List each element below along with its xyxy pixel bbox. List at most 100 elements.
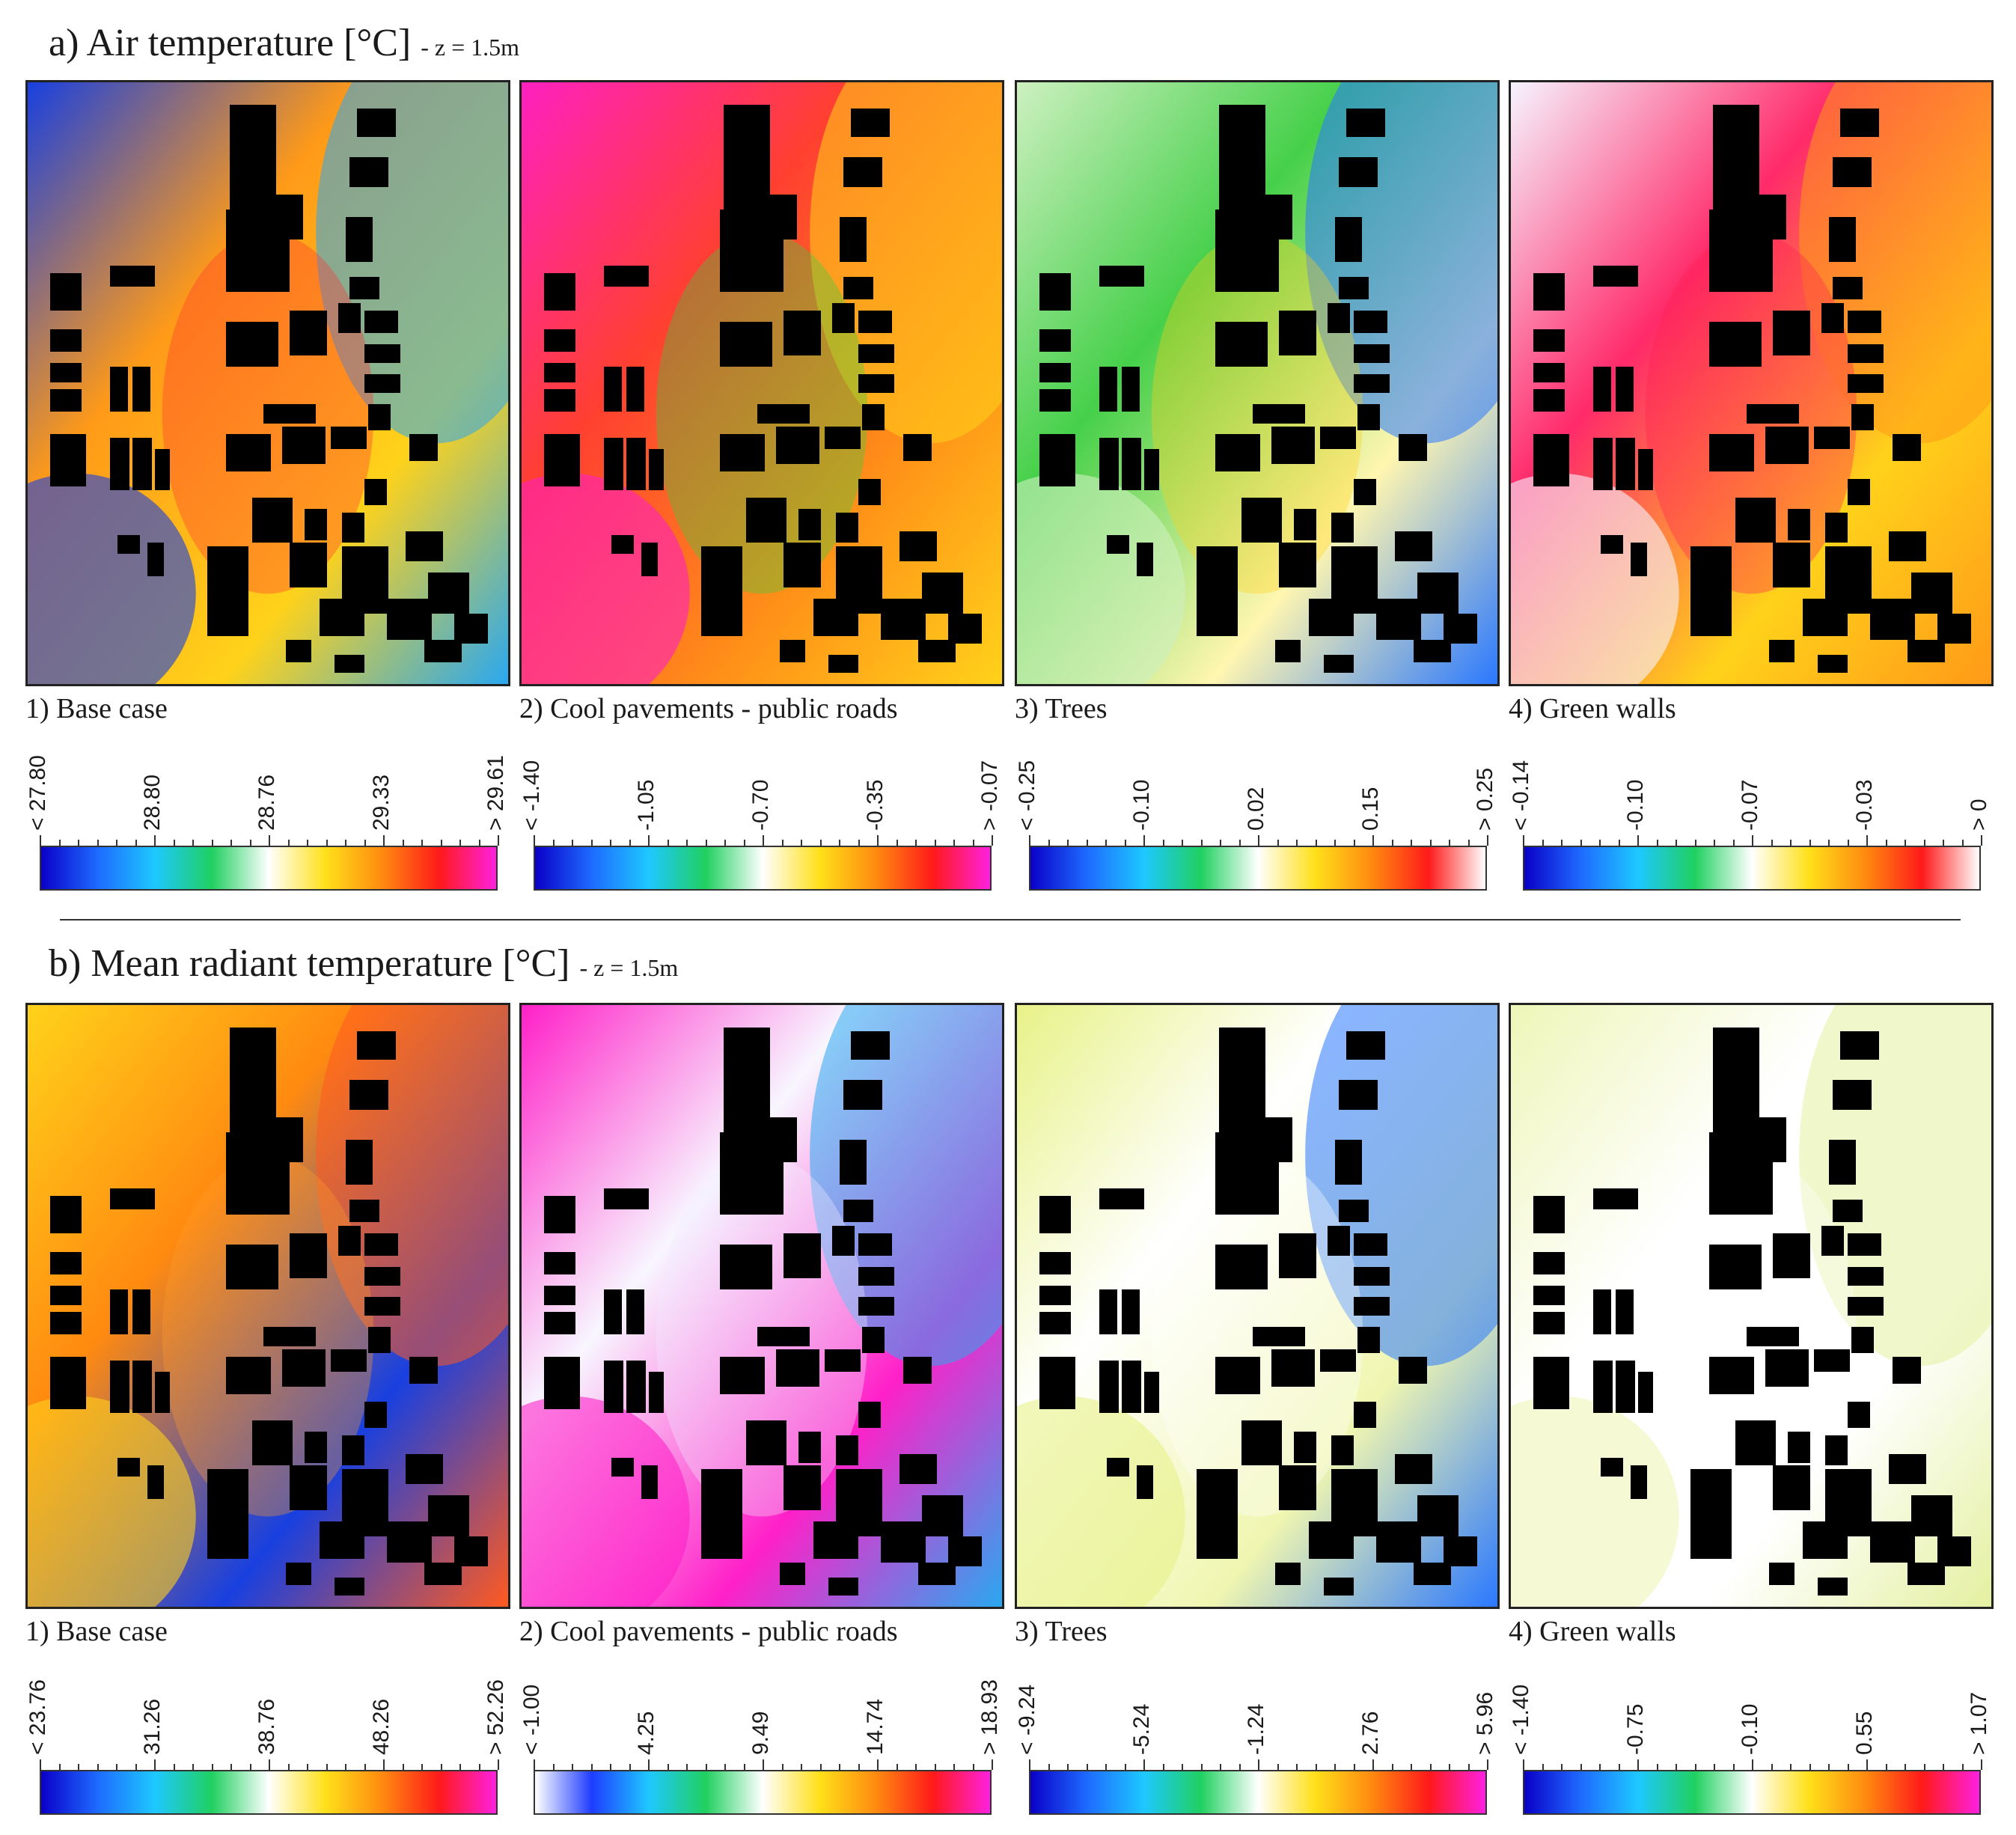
building-35 [1279,1465,1316,1510]
colorbar-tick [552,840,555,846]
heatmap-svg [1511,82,1991,684]
colorbar-ticks [534,1759,993,1770]
building-8 [50,1196,82,1233]
building-14 [110,1289,128,1334]
building-5 [1339,157,1378,187]
panel-caption-6: 2) Cool pavements - public roads [519,1616,898,1647]
colorbar-tick [1200,1764,1203,1770]
colorbar-label-4: -0.03 [1852,779,1877,831]
colorbar-tick [1411,1764,1412,1770]
colorbar-tick [534,1759,535,1770]
colorbar-tick [801,840,802,846]
building-23 [1848,1267,1884,1286]
building-23 [1354,344,1390,363]
building-41 [948,1536,982,1566]
colorbar-tick [724,1764,726,1770]
building-20 [1773,311,1810,355]
building-37 [813,1521,858,1559]
colorbar-tick [1105,1764,1107,1770]
building-20 [1773,1233,1810,1278]
building-15 [1122,367,1140,412]
heatmap-panel-2 [519,80,1004,686]
colorbar-tick [1372,835,1374,846]
building-31 [1735,498,1776,543]
color-legend-5: < 23.76 31.26 38.76 48.26 > 52.26 [25,1665,508,1815]
building-32 [1294,509,1316,540]
building-32 [1788,1432,1810,1463]
building-1 [230,105,276,210]
building-23 [1354,1267,1390,1286]
building-22 [1354,311,1387,333]
building-3 [720,210,784,292]
building-42 [1690,546,1732,636]
colorbar-tick [781,840,784,846]
building-44 [147,1465,164,1499]
building-22 [364,1233,398,1256]
building-33 [1825,513,1848,543]
building-12 [544,389,575,412]
colorbar-tick [1182,840,1183,846]
building-45 [780,640,805,662]
colorbar-tick [1943,1764,1944,1770]
building-33 [836,1435,858,1465]
colorbar-tick [724,840,726,846]
colorbar-tick [1086,840,1088,846]
colorbar-tick [402,1764,404,1770]
building-43 [611,1458,634,1477]
colorbar-label-5: > 5.96 [1473,1691,1497,1755]
colorbar-tick [629,840,631,846]
building-20 [290,1233,327,1278]
building-4 [851,109,890,137]
field-region-southwest [522,1396,690,1607]
colorbar-tick [1618,1764,1620,1770]
building-28 [1814,427,1850,449]
building-19 [226,1245,278,1289]
building-35 [290,543,327,587]
colorbar-tick [1828,840,1830,846]
building-13 [1533,1357,1569,1409]
building-39 [1417,1495,1458,1536]
building-39 [1417,573,1458,614]
building-46 [1818,1578,1848,1596]
building-14 [604,367,622,412]
building-20 [290,311,327,355]
building-28 [331,427,367,449]
colorbar-tick [478,1764,480,1770]
building-28 [1320,1349,1356,1372]
building-22 [1848,1233,1881,1256]
building-9 [1593,266,1638,287]
building-45 [286,640,311,662]
colorbar-tick [1296,840,1298,846]
building-7 [843,1200,873,1222]
building-38 [1889,1454,1926,1484]
colorbar-tick [40,835,41,846]
building-7 [1833,277,1863,299]
building-22 [1848,311,1881,333]
colorbar [534,846,992,891]
building-5 [1833,1080,1872,1110]
building-16 [604,438,623,490]
building-21 [1821,303,1844,333]
building-22 [364,311,398,333]
colorbar-tick [402,840,404,846]
building-38 [1395,1454,1432,1484]
colorbar-tick [896,1764,898,1770]
colorbar-label-1: < 27.80 [25,755,50,831]
colorbar-tick [1162,840,1164,846]
colorbar-tick [1487,1759,1488,1770]
colorbar-tick [307,840,308,846]
building-6 [840,217,867,262]
building-21 [1328,1226,1350,1256]
building-27 [1271,427,1315,464]
panel-caption-1: 1) Base case [25,693,168,724]
building-41 [454,1536,488,1566]
colorbar-tick [839,1764,840,1770]
colorbar-tick [230,840,232,846]
colorbar-tick [1542,1764,1544,1770]
heatmap-svg [28,82,508,684]
colorbar-tick [116,1764,117,1770]
building-10 [50,1252,82,1274]
colorbar-tick [1637,1759,1639,1770]
section-b-title-text: b) Mean radiant temperature [°C] [49,942,570,985]
colorbar-tick [972,1764,974,1770]
